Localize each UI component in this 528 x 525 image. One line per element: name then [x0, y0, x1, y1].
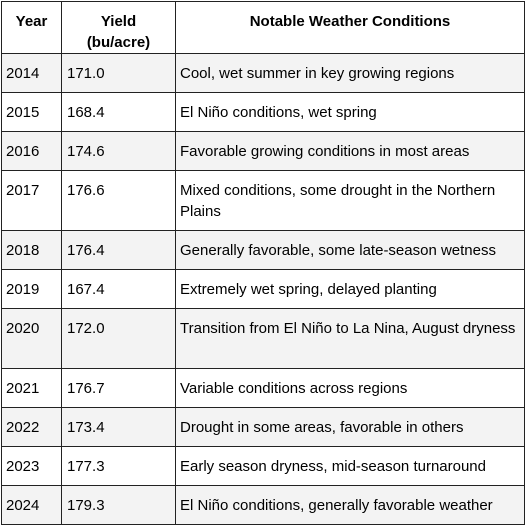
- table-row: 2017 176.6 Mixed conditions, some drough…: [1, 170, 525, 231]
- table-row: 2014 171.0 Cool, wet summer in key growi…: [1, 53, 525, 93]
- cell-weather: Drought in some areas, favorable in othe…: [175, 407, 525, 447]
- cell-weather: Transition from El Niño to La Nina, Augu…: [175, 308, 525, 369]
- cell-yield: 176.6: [61, 170, 176, 231]
- cell-year: 2020: [1, 308, 62, 369]
- cell-year: 2019: [1, 269, 62, 309]
- cell-year: 2023: [1, 446, 62, 486]
- table-row: 2015 168.4 El Niño conditions, wet sprin…: [1, 92, 525, 132]
- cell-yield: 177.3: [61, 446, 176, 486]
- cell-year: 2014: [1, 53, 62, 93]
- table-row: 2022 173.4 Drought in some areas, favora…: [1, 407, 525, 447]
- cell-yield: 176.4: [61, 230, 176, 270]
- cell-year: 2024: [1, 485, 62, 525]
- cell-weather: El Niño conditions, generally favorable …: [175, 485, 525, 525]
- table-row: 2019 167.4 Extremely wet spring, delayed…: [1, 269, 525, 309]
- cell-weather: Cool, wet summer in key growing regions: [175, 53, 525, 93]
- header-year: Year: [1, 1, 62, 54]
- table-row: 2018 176.4 Generally favorable, some lat…: [1, 230, 525, 270]
- cell-year: 2016: [1, 131, 62, 171]
- table-row: 2020 172.0 Transition from El Niño to La…: [1, 308, 525, 369]
- cell-weather: Variable conditions across regions: [175, 368, 525, 408]
- cell-yield: 179.3: [61, 485, 176, 525]
- table-row: 2023 177.3 Early season dryness, mid-sea…: [1, 446, 525, 486]
- table-header-row: Year Yield (bu/acre) Notable Weather Cond…: [1, 1, 525, 54]
- cell-year: 2018: [1, 230, 62, 270]
- cell-yield: 171.0: [61, 53, 176, 93]
- cell-year: 2022: [1, 407, 62, 447]
- cell-yield: 167.4: [61, 269, 176, 309]
- header-yield: Yield (bu/acre): [61, 1, 176, 54]
- cell-year: 2015: [1, 92, 62, 132]
- cell-weather: Mixed conditions, some drought in the No…: [175, 170, 525, 231]
- cell-weather: Generally favorable, some late-season we…: [175, 230, 525, 270]
- cell-yield: 172.0: [61, 308, 176, 369]
- table-row: 2021 176.7 Variable conditions across re…: [1, 368, 525, 408]
- cell-year: 2017: [1, 170, 62, 231]
- cell-weather: El Niño conditions, wet spring: [175, 92, 525, 132]
- cell-year: 2021: [1, 368, 62, 408]
- table-row: 2024 179.3 El Niño conditions, generally…: [1, 485, 525, 525]
- cell-yield: 168.4: [61, 92, 176, 132]
- cell-weather: Extremely wet spring, delayed planting: [175, 269, 525, 309]
- cell-weather: Favorable growing conditions in most are…: [175, 131, 525, 171]
- cell-yield: 176.7: [61, 368, 176, 408]
- cell-yield: 174.6: [61, 131, 176, 171]
- header-yield-label: Yield: [100, 13, 137, 30]
- cell-weather: Early season dryness, mid-season turnaro…: [175, 446, 525, 486]
- header-yield-unit: (bu/acre): [86, 34, 151, 51]
- table-row: 2016 174.6 Favorable growing conditions …: [1, 131, 525, 171]
- cell-yield: 173.4: [61, 407, 176, 447]
- header-weather: Notable Weather Conditions: [175, 1, 525, 54]
